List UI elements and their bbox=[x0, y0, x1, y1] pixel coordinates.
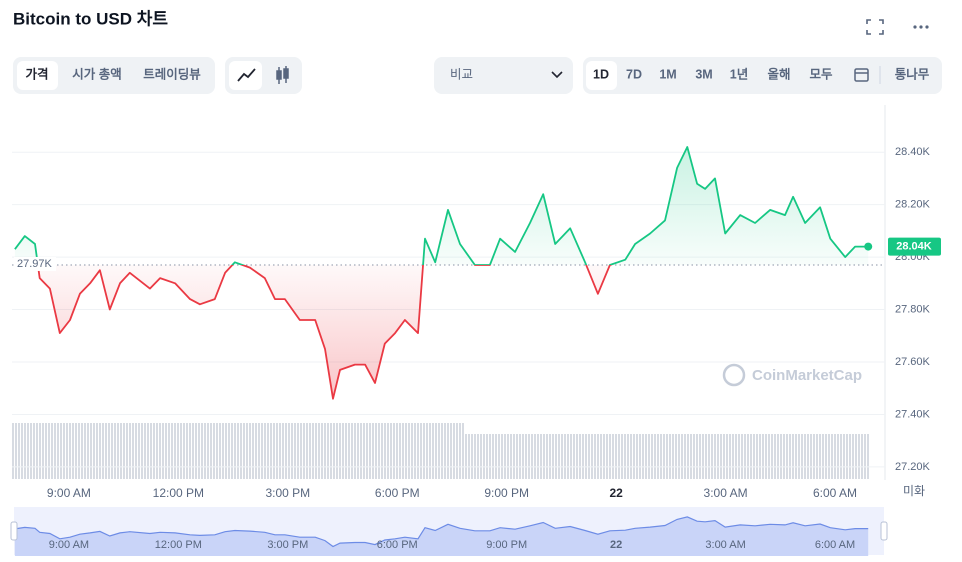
line-icon bbox=[237, 68, 256, 82]
navigator-tick-label: 6:00 PM bbox=[377, 539, 418, 551]
watermark: CoinMarketCap bbox=[722, 363, 862, 387]
watermark-text: CoinMarketCap bbox=[752, 367, 862, 384]
y-tick-label: 28.20K bbox=[895, 199, 931, 211]
navigator-tick-label: 3:00 AM bbox=[705, 539, 745, 551]
reference-label-bg bbox=[14, 256, 56, 271]
range-tabs bbox=[583, 57, 942, 94]
navigator-tick-label: 9:00 PM bbox=[486, 539, 527, 551]
compare-dropdown[interactable] bbox=[434, 57, 573, 94]
range-button[interactable]: 1년 bbox=[730, 67, 748, 81]
calendar-icon[interactable] bbox=[854, 68, 869, 82]
x-tick-label: 22 bbox=[609, 486, 623, 500]
range-button[interactable]: 7D bbox=[626, 67, 642, 81]
range-button[interactable]: 1M bbox=[659, 67, 676, 81]
active-range bbox=[586, 61, 617, 90]
fullscreen-icon[interactable] bbox=[866, 19, 884, 35]
x-tick-label: 9:00 PM bbox=[484, 486, 529, 500]
price-line bbox=[14, 146, 869, 400]
navigator-tick-label: 6:00 AM bbox=[815, 539, 855, 551]
view-tab[interactable]: 트레이딩뷰 bbox=[143, 66, 201, 81]
navigator-tick-label: 9:00 AM bbox=[49, 539, 89, 551]
navigator-handle[interactable] bbox=[10, 521, 18, 541]
current-price-bg bbox=[888, 237, 941, 256]
x-tick-label: 6:00 AM bbox=[813, 486, 857, 500]
chart-title: Bitcoin to USD 차트 bbox=[13, 9, 168, 28]
price-area bbox=[14, 147, 869, 399]
y-tick-label: 27.80K bbox=[895, 303, 931, 315]
compare-label: 비교 bbox=[450, 67, 473, 81]
candle-icon[interactable] bbox=[276, 66, 289, 84]
last-point bbox=[864, 242, 873, 251]
y-tick-label: 27.40K bbox=[895, 408, 931, 420]
y-tick-label: 27.20K bbox=[895, 461, 931, 473]
view-tabs bbox=[13, 57, 215, 94]
range-button[interactable]: 3M bbox=[695, 67, 712, 81]
x-tick-label: 3:00 PM bbox=[265, 486, 310, 500]
navigator-handle[interactable] bbox=[880, 521, 888, 541]
log-toggle[interactable]: 통나무 bbox=[895, 66, 930, 81]
x-tick-label: 3:00 AM bbox=[704, 486, 748, 500]
volume-bars bbox=[465, 434, 869, 479]
x-tick-label: 9:00 AM bbox=[47, 486, 91, 500]
view-tab[interactable]: 가격 bbox=[25, 66, 48, 81]
currency-label: 미화 bbox=[903, 484, 925, 498]
reference-label: 27.97K bbox=[17, 258, 53, 270]
volume-bars bbox=[12, 423, 465, 479]
y-tick-label: 28.40K bbox=[895, 146, 931, 158]
navigator-tick-label: 12:00 PM bbox=[155, 539, 202, 551]
current-price-label: 28.04K bbox=[896, 241, 932, 253]
dropdown-arrow bbox=[551, 71, 563, 79]
range-button[interactable]: 1D bbox=[593, 67, 609, 81]
active-tab bbox=[17, 61, 58, 90]
more-icon[interactable] bbox=[913, 25, 929, 29]
x-tick-label: 6:00 PM bbox=[375, 486, 420, 500]
view-tab[interactable]: 시가 총액 bbox=[72, 66, 121, 81]
navigator-tick-label: 22 bbox=[610, 539, 622, 551]
navigator-tick-label: 3:00 PM bbox=[267, 539, 308, 551]
range-button[interactable]: 올해 bbox=[767, 66, 790, 81]
y-tick-label: 27.60K bbox=[895, 356, 931, 368]
navigator-line bbox=[14, 516, 869, 548]
x-tick-label: 12:00 PM bbox=[153, 486, 204, 500]
range-button[interactable]: 모두 bbox=[809, 67, 833, 81]
